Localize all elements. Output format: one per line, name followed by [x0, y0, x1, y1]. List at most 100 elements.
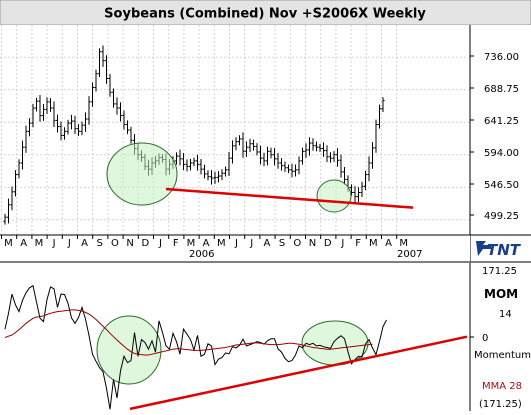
price-bar: [27, 118, 32, 137]
y-tick-label: 688.75: [484, 84, 519, 95]
logo-text: TNT: [487, 241, 522, 259]
price-bar: [363, 170, 368, 191]
price-bar: [241, 132, 245, 158]
price-bar: [87, 96, 91, 125]
support-ellipse-2005: [106, 142, 178, 206]
price-bar: [111, 88, 116, 108]
price-bar: [293, 164, 298, 177]
price-bar: [251, 139, 256, 151]
price-bar: [178, 149, 182, 166]
month-label: O: [293, 238, 301, 249]
price-bar: [118, 102, 123, 122]
price-bar: [206, 170, 210, 181]
month-label: A: [81, 238, 88, 249]
price-bar: [129, 126, 133, 144]
price-bar: [370, 142, 375, 169]
price-bar: [335, 148, 340, 167]
price-bar: [97, 48, 102, 77]
price-bar: [73, 115, 77, 134]
price-bar: [13, 170, 18, 197]
price-bar: [45, 97, 49, 114]
support-ellipse-2006: [316, 179, 352, 213]
price-bar: [325, 145, 329, 163]
month-label: J: [67, 238, 71, 249]
price-bar: [321, 142, 326, 157]
price-bar: [20, 140, 25, 170]
month-label: M: [369, 238, 378, 249]
price-bar: [80, 121, 84, 136]
month-label: M: [4, 238, 13, 249]
mma-label: MMA 28: [482, 381, 522, 392]
month-label: S: [279, 238, 285, 249]
month-label: A: [263, 238, 270, 249]
y-tick-label: 736.00: [484, 52, 519, 63]
price-bar: [192, 157, 196, 167]
month-label: M: [399, 238, 408, 249]
price-bar: [332, 151, 336, 162]
momentum-period: 14: [499, 309, 512, 320]
price-bar: [202, 164, 207, 179]
price-bar: [62, 127, 67, 140]
price-bar: [318, 143, 322, 152]
y-tick-label: 594.00: [484, 148, 519, 159]
y-tick-label: 499.25: [484, 211, 519, 222]
price-bar: [286, 164, 291, 174]
price-bar: [248, 138, 252, 153]
price-bar: [185, 159, 189, 172]
momentum-line: [4, 284, 387, 410]
price-bar: [283, 161, 287, 172]
price-bar: [122, 110, 126, 130]
price-bar: [353, 186, 357, 203]
month-label: J: [249, 238, 253, 249]
price-bar: [188, 158, 193, 171]
month-label: J: [52, 238, 56, 249]
month-label: A: [203, 238, 210, 249]
price-bar: [220, 169, 224, 181]
momentum-bottom-label: (171.25): [479, 399, 522, 410]
price-bar: [377, 104, 382, 129]
month-label: S: [97, 238, 103, 249]
price-bar: [69, 114, 74, 130]
price-bar: [374, 119, 378, 153]
month-label: N: [126, 238, 133, 249]
momentum-zero-label: 0: [482, 333, 488, 344]
price-bar: [55, 114, 60, 133]
price-panel: [0, 25, 470, 235]
price-bar: [255, 143, 259, 156]
price-bar: [213, 171, 217, 184]
price-bar: [356, 187, 361, 202]
price-bar: [290, 163, 294, 178]
price-bar: [244, 141, 249, 158]
momentum-trendline-line: [129, 335, 468, 411]
month-label: O: [111, 238, 119, 249]
price-bar: [94, 69, 98, 92]
price-bar: [3, 213, 7, 225]
time-axis-band: [0, 235, 470, 262]
year-label-2007: 2007: [397, 249, 422, 260]
price-bar: [339, 154, 343, 178]
price-bar: [234, 137, 238, 151]
price-bar: [314, 141, 319, 152]
price-bar: [342, 166, 347, 185]
price-bar: [10, 186, 14, 211]
price-bar: [269, 147, 273, 159]
momentum-indicator-name: MOM: [484, 287, 518, 301]
price-bar: [304, 143, 308, 158]
price-bar: [311, 138, 315, 151]
mma-line: [4, 309, 373, 356]
price-bar: [381, 97, 385, 113]
month-label: A: [20, 238, 27, 249]
price-bar: [76, 124, 81, 136]
price-bar: [181, 153, 186, 171]
month-label: J: [234, 238, 238, 249]
price-bar: [360, 181, 364, 198]
price-bar: [230, 140, 235, 164]
price-bar: [101, 45, 105, 67]
momentum-lines: [4, 284, 387, 410]
price-bar: [367, 156, 371, 182]
month-label: M: [217, 238, 226, 249]
price-bar: [276, 153, 280, 169]
price-bar: [349, 184, 354, 196]
price-bar: [265, 146, 270, 166]
